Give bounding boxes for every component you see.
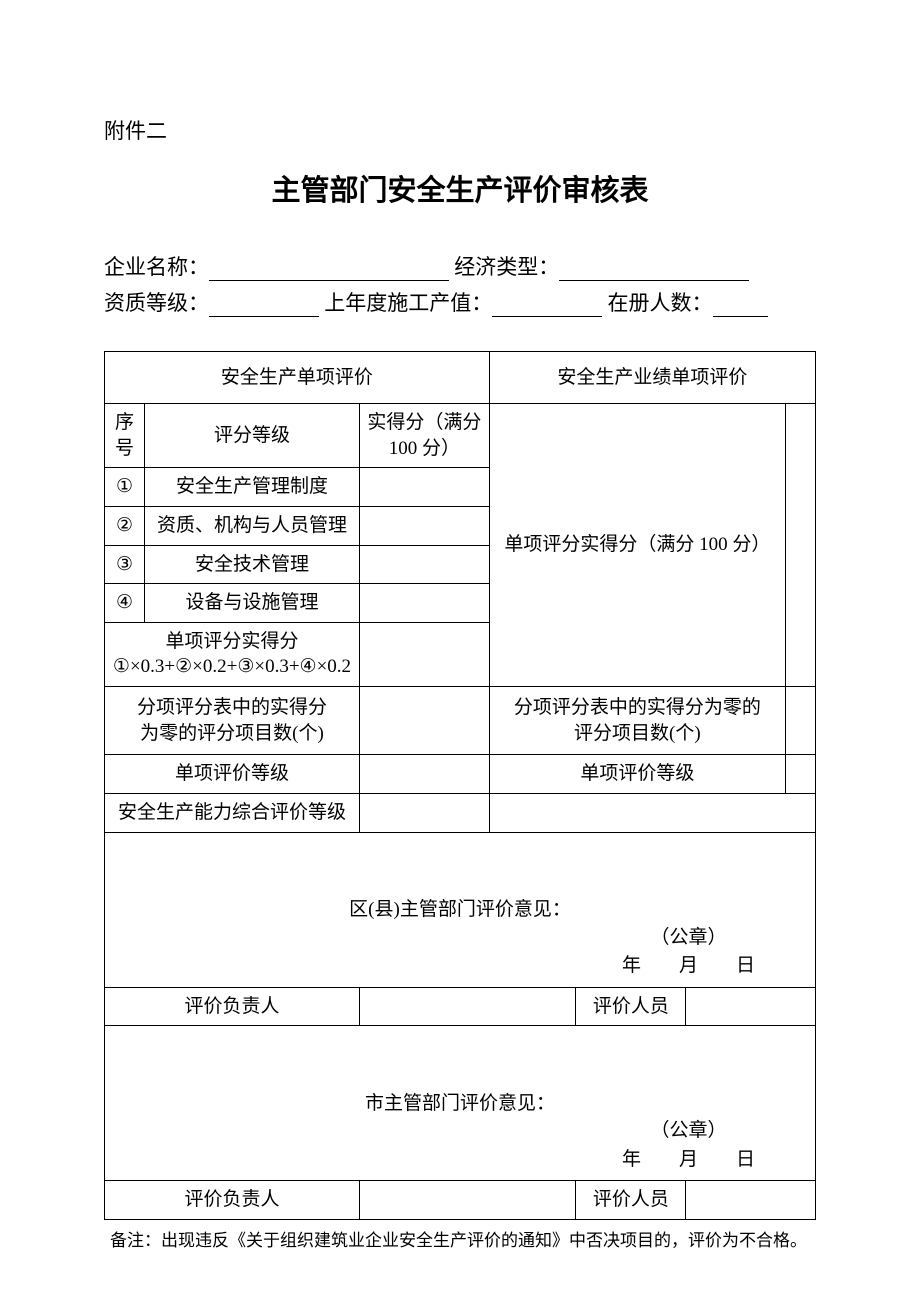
- evaluation-table: 安全生产单项评价 安全生产业绩单项评价 序号 评分等级 实得分（满分 100 分…: [104, 351, 816, 1220]
- single-grade-right-label: 单项评价等级: [489, 755, 785, 794]
- col-score: 实得分（满分 100 分）: [359, 404, 489, 468]
- seal-text: （公章）: [622, 924, 755, 953]
- seal-text-2: （公章）: [622, 1117, 755, 1146]
- section-right-header: 安全生产业绩单项评价: [489, 352, 815, 404]
- city-leader-value: [359, 1181, 576, 1220]
- table-row: 序号 评分等级 实得分（满分 100 分） 单项评分实得分（满分 100 分）: [105, 404, 816, 468]
- city-opinion-label: 市主管部门评价意见：: [365, 1093, 555, 1114]
- subtotal-score: [359, 622, 489, 686]
- county-opinion-label: 区(县)主管部门评价意见：: [349, 899, 571, 920]
- right-merged-cell: 单项评分实得分（满分 100 分）: [489, 404, 785, 687]
- zero-left-value: [359, 687, 489, 755]
- county-member-value: [686, 987, 816, 1026]
- county-leader-label: 评价负责人: [105, 987, 360, 1026]
- subtotal-label: 单项评分实得分 ①×0.3+②×0.2+③×0.3+④×0.2: [105, 622, 360, 686]
- qual-underline: [209, 295, 319, 317]
- output-underline: [492, 295, 602, 317]
- col-grade: 评分等级: [144, 404, 359, 468]
- company-underline: [209, 259, 449, 281]
- seq-4: ④: [105, 584, 145, 623]
- score-1: [359, 468, 489, 507]
- table-row: 安全生产能力综合评价等级: [105, 794, 816, 833]
- seq-3: ③: [105, 545, 145, 584]
- econ-label: 经济类型：: [454, 255, 559, 279]
- seq-1: ①: [105, 468, 145, 507]
- city-member-label: 评价人员: [576, 1181, 686, 1220]
- score-2: [359, 506, 489, 545]
- seq-2: ②: [105, 506, 145, 545]
- zero-left-label: 分项评分表中的实得分为零的评分项目数(个): [105, 687, 360, 755]
- headcount-underline: [713, 295, 768, 317]
- county-leader-value: [359, 987, 576, 1026]
- qual-label: 资质等级：: [104, 291, 209, 315]
- zero-right-label: 分项评分表中的实得分为零的评分项目数(个): [489, 687, 785, 755]
- comprehensive-value-1: [359, 794, 489, 833]
- page-title: 主管部门安全生产评价审核表: [104, 167, 816, 209]
- table-row: 评价负责人 评价人员: [105, 1181, 816, 1220]
- zero-right-value: [786, 687, 816, 755]
- item-2: 资质、机构与人员管理: [144, 506, 359, 545]
- single-grade-left-label: 单项评价等级: [105, 755, 360, 794]
- table-row: 市主管部门评价意见： （公章） 年 月 日: [105, 1026, 816, 1181]
- section-left-header: 安全生产单项评价: [105, 352, 490, 404]
- table-row: 单项评价等级 单项评价等级: [105, 755, 816, 794]
- city-member-value: [686, 1181, 816, 1220]
- single-grade-right-value: [786, 755, 816, 794]
- item-1: 安全生产管理制度: [144, 468, 359, 507]
- right-blank: [786, 404, 816, 687]
- info-row-1: 企业名称： 经济类型：: [104, 251, 816, 281]
- col-seq: 序号: [105, 404, 145, 468]
- item-4: 设备与设施管理: [144, 584, 359, 623]
- single-grade-left-value: [359, 755, 489, 794]
- city-opinion-footer: （公章） 年 月 日: [622, 1117, 755, 1174]
- econ-underline: [559, 259, 749, 281]
- footnote: 备注：出现违反《关于组织建筑业企业安全生产评价的通知》中否决项目的，评价为不合格…: [104, 1226, 816, 1251]
- table-row: 安全生产单项评价 安全生产业绩单项评价: [105, 352, 816, 404]
- headcount-label: 在册人数：: [608, 291, 713, 315]
- attachment-label: 附件二: [104, 115, 816, 145]
- city-leader-label: 评价负责人: [105, 1181, 360, 1220]
- date-text: 年 月 日: [622, 952, 755, 981]
- table-row: 评价负责人 评价人员: [105, 987, 816, 1026]
- comprehensive-value-2: [489, 794, 815, 833]
- info-row-2: 资质等级： 上年度施工产值： 在册人数：: [104, 287, 816, 317]
- comprehensive-label: 安全生产能力综合评价等级: [105, 794, 360, 833]
- item-3: 安全技术管理: [144, 545, 359, 584]
- company-label: 企业名称：: [104, 255, 209, 279]
- city-opinion-cell: 市主管部门评价意见： （公章） 年 月 日: [105, 1026, 816, 1181]
- county-member-label: 评价人员: [576, 987, 686, 1026]
- date-text-2: 年 月 日: [622, 1146, 755, 1175]
- output-label: 上年度施工产值：: [324, 291, 492, 315]
- county-opinion-cell: 区(县)主管部门评价意见： （公章） 年 月 日: [105, 832, 816, 987]
- score-4: [359, 584, 489, 623]
- score-3: [359, 545, 489, 584]
- table-row: 区(县)主管部门评价意见： （公章） 年 月 日: [105, 832, 816, 987]
- table-row: 分项评分表中的实得分为零的评分项目数(个) 分项评分表中的实得分为零的评分项目数…: [105, 687, 816, 755]
- county-opinion-footer: （公章） 年 月 日: [622, 924, 755, 981]
